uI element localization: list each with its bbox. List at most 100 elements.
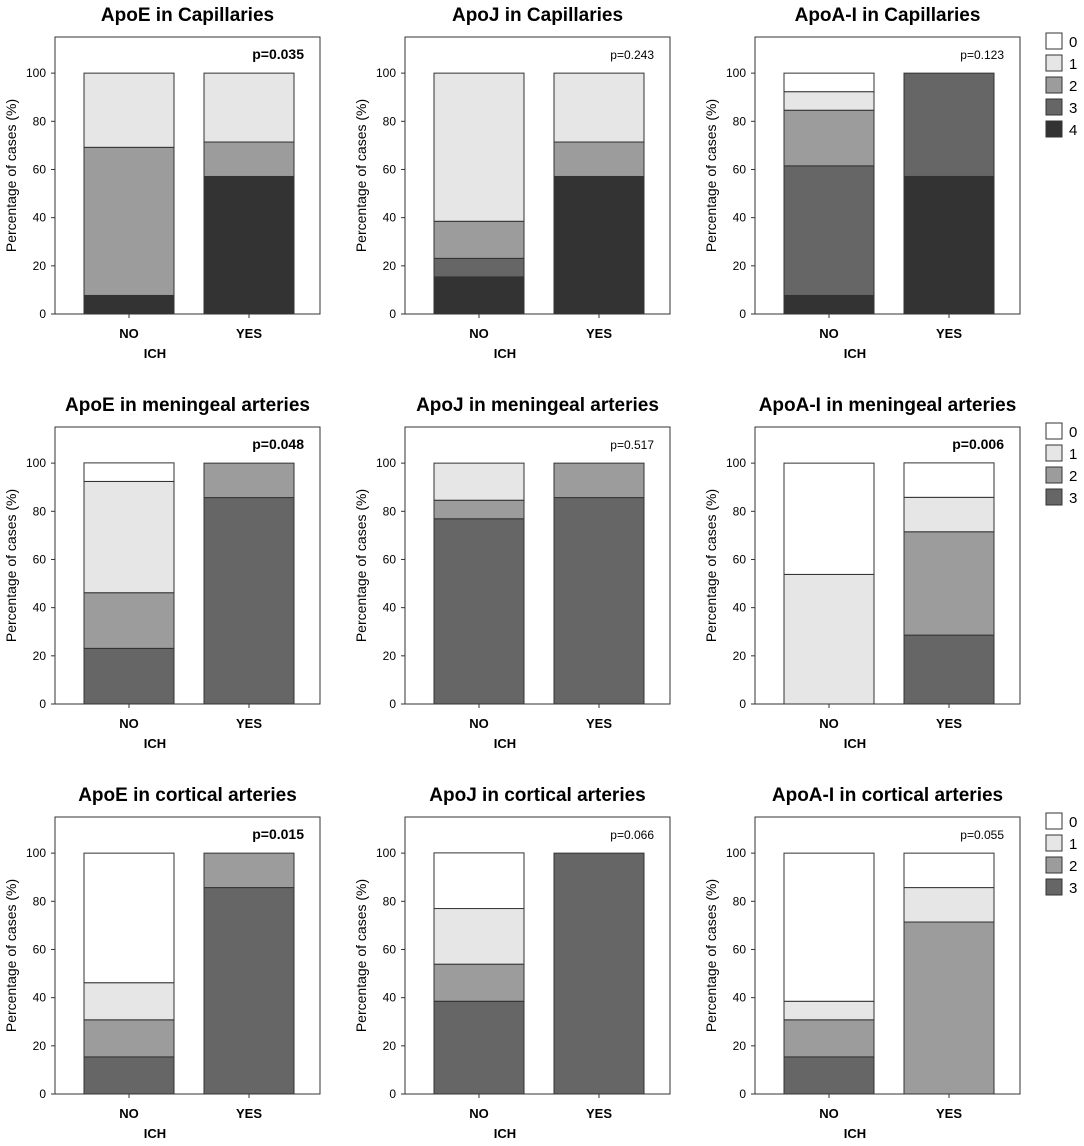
p-value-label: p=0.048 <box>252 436 304 452</box>
y-axis-label: Percentage of cases (%) <box>3 489 19 642</box>
legend: 0 1 2 3 <box>1045 812 1077 897</box>
y-tick-label: 100 <box>726 66 746 80</box>
y-tick-label: 40 <box>383 211 397 225</box>
chart-title: ApoJ in Capillaries <box>452 5 623 26</box>
legend: 0 1 2 3 <box>1045 422 1077 507</box>
x-tick-label: YES <box>936 1106 962 1121</box>
chart-panel: ApoE in Capillaries 0 20 40 60 80 100 Percentag… <box>3 5 321 361</box>
p-value-label: p=0.015 <box>252 826 304 842</box>
chart-title: ApoA-I in cortical arteries <box>772 785 1003 806</box>
bar-segment-yes-level-3 <box>553 852 645 1095</box>
y-tick-label: 40 <box>733 211 747 225</box>
x-tick-label: YES <box>586 716 612 731</box>
bar-segment-no-level-4 <box>433 276 525 315</box>
x-tick-label: NO <box>469 716 489 731</box>
bar-segment-yes-level-1 <box>203 72 295 143</box>
y-tick-label: 60 <box>383 552 397 566</box>
legend-label: 1 <box>1069 446 1077 463</box>
y-tick-label: 80 <box>33 114 47 128</box>
y-tick-label: 80 <box>383 504 397 518</box>
y-tick-label: 100 <box>376 456 396 470</box>
chart-title: ApoE in cortical arteries <box>78 785 297 806</box>
bar-segment-yes-level-3 <box>903 72 995 177</box>
y-tick-label: 0 <box>739 697 746 711</box>
y-tick-label: 100 <box>726 456 746 470</box>
x-tick-label: YES <box>936 716 962 731</box>
legend-label: 1 <box>1069 836 1077 853</box>
bar-segment-yes-level-2 <box>553 462 645 499</box>
x-tick-label: YES <box>586 1106 612 1121</box>
y-tick-label: 80 <box>33 504 47 518</box>
bar-segment-no-level-2 <box>83 592 175 649</box>
y-tick-label: 80 <box>733 894 747 908</box>
bar-segment-yes-level-3 <box>903 634 995 705</box>
bar-segment-no-level-0 <box>783 852 875 1002</box>
y-tick-label: 20 <box>383 259 397 273</box>
legend-swatch-2 <box>1045 76 1063 94</box>
plot-frame <box>754 426 1021 705</box>
p-value-label: p=0.006 <box>952 436 1004 452</box>
p-value-label: p=0.243 <box>610 48 654 62</box>
chart-title: ApoE in meningeal arteries <box>65 395 310 416</box>
bar-segment-yes-level-3 <box>203 497 295 705</box>
bar-segment-no-level-3 <box>433 257 525 278</box>
bar-segment-yes-level-2 <box>203 852 295 889</box>
y-tick-label: 60 <box>33 942 47 956</box>
bar-segment-no-level-3 <box>783 1056 875 1095</box>
plot-frame <box>754 36 1021 315</box>
chart-panel: ApoA-I in Capillaries 0 20 40 60 80 100 Percent… <box>703 5 1021 361</box>
x-axis-label: ICH <box>494 1126 516 1141</box>
x-axis-label: ICH <box>144 1126 166 1141</box>
y-tick-label: 60 <box>733 942 747 956</box>
bar-segment-yes-level-4 <box>553 175 645 315</box>
y-axis-label: Percentage of cases (%) <box>703 99 719 252</box>
legend-swatch-0 <box>1045 812 1063 830</box>
x-tick-label: YES <box>236 326 262 341</box>
chart-title: ApoA-I in Capillaries <box>795 5 981 26</box>
bar-segment-no-level-2 <box>83 146 175 296</box>
x-axis-label: ICH <box>494 346 516 361</box>
bar-segment-no-level-0 <box>83 462 175 482</box>
x-tick-label: NO <box>469 326 489 341</box>
bar-segment-no-level-1 <box>83 982 175 1021</box>
y-axis-label: Percentage of cases (%) <box>353 489 369 642</box>
bar-segment-yes-level-3 <box>553 497 645 705</box>
bar-segment-no-level-1 <box>83 480 175 594</box>
y-tick-label: 80 <box>383 894 397 908</box>
y-tick-label: 100 <box>376 846 396 860</box>
legend-swatch-0 <box>1045 422 1063 440</box>
y-tick-label: 80 <box>33 894 47 908</box>
bar-segment-no-level-3 <box>783 165 875 296</box>
legend-label: 0 <box>1069 424 1077 441</box>
bar-segment-no-level-2 <box>783 1019 875 1058</box>
bar-segment-yes-level-2 <box>903 921 995 1095</box>
bar-segment-no-level-0 <box>83 852 175 984</box>
bar-segment-no-level-3 <box>83 1056 175 1095</box>
plot-frame <box>54 816 321 1095</box>
y-tick-label: 0 <box>389 1087 396 1101</box>
bar-segment-no-level-2 <box>433 963 525 1002</box>
bar-segment-yes-level-1 <box>903 496 995 533</box>
legend-swatch-3 <box>1045 98 1063 116</box>
bar-segment-no-level-1 <box>433 462 525 501</box>
bar-segment-no-level-4 <box>783 294 875 315</box>
y-tick-label: 0 <box>389 307 396 321</box>
x-tick-label: NO <box>819 326 839 341</box>
bar-segment-no-level-1 <box>433 72 525 222</box>
chart-panel: ApoJ in cortical arteries 0 20 40 60 80 100 Per… <box>353 785 671 1141</box>
bar-segment-no-level-2 <box>783 109 875 167</box>
legend-label: 2 <box>1069 858 1077 875</box>
y-tick-label: 20 <box>33 259 47 273</box>
bar-segment-yes-level-3 <box>203 887 295 1095</box>
p-value-label: p=0.123 <box>960 48 1004 62</box>
y-tick-label: 100 <box>26 846 46 860</box>
chart-panel: ApoJ in meningeal arteries 0 20 40 60 80 100 Pe… <box>353 395 671 751</box>
y-tick-label: 0 <box>39 1087 46 1101</box>
y-axis-label: Percentage of cases (%) <box>703 879 719 1032</box>
legend-swatch-4 <box>1045 120 1063 138</box>
legend-label: 3 <box>1069 490 1077 507</box>
plot-frame <box>404 426 671 705</box>
plot-frame <box>404 816 671 1095</box>
bar-segment-no-level-2 <box>433 499 525 520</box>
